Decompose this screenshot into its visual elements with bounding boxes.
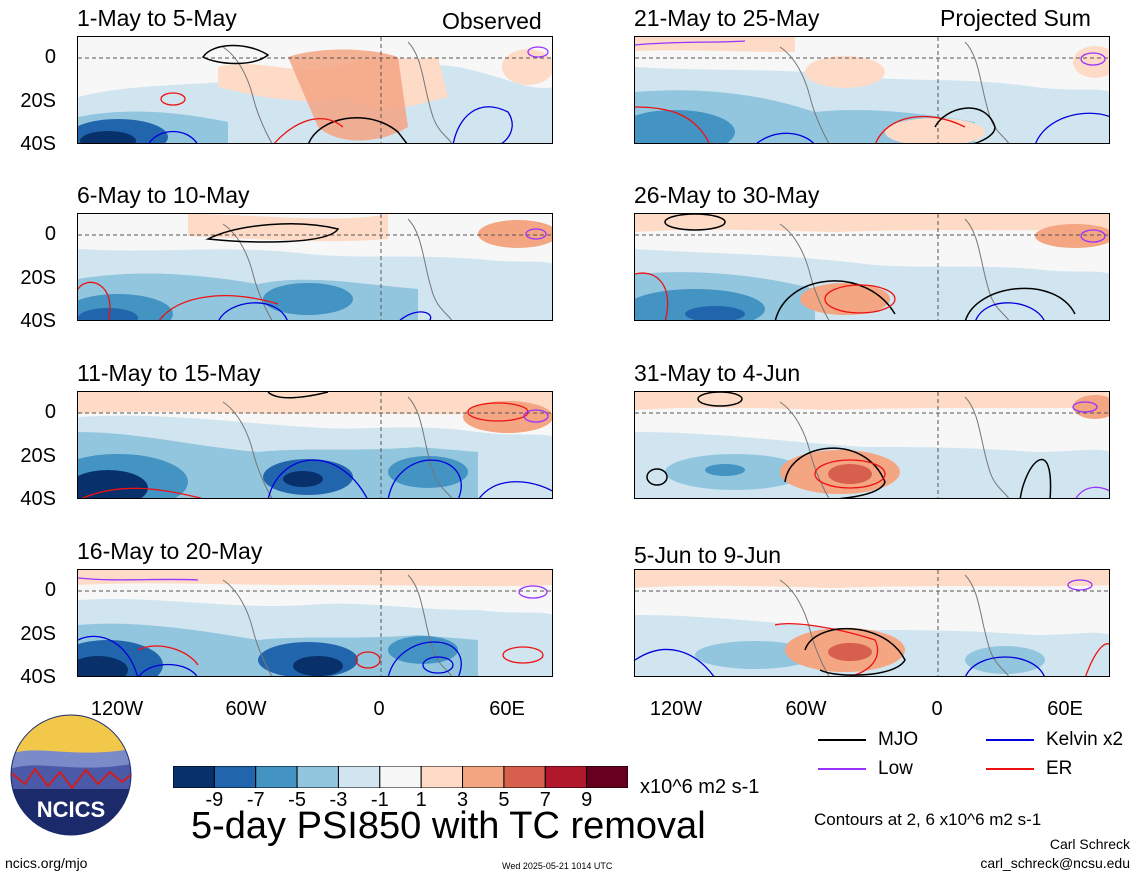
author-email[interactable]: carl_schreck@ncsu.edu	[980, 855, 1130, 871]
colorbar-swatch	[255, 765, 298, 789]
map-panel-left-3	[77, 391, 553, 499]
panel-title-right-1: 21-May to 25-May	[634, 5, 820, 31]
legend-label-mjo: MJO	[878, 729, 919, 750]
colorbar-tick-label: -5	[288, 789, 306, 811]
logo-text: NCICS	[37, 797, 105, 822]
lat-label-0: 0	[44, 46, 56, 68]
legend-label-er: ER	[1046, 758, 1073, 779]
panel-title-left-3: 11-May to 15-May	[77, 360, 261, 386]
colorbar-swatch	[296, 765, 339, 789]
colorbar-tick-label: 7	[539, 789, 551, 811]
lon-label-120w: 120W	[90, 698, 144, 720]
projected-label: Projected Sum	[940, 5, 1091, 31]
legend-line-mjo	[818, 739, 866, 741]
legend-line-kelvin	[986, 739, 1034, 741]
map-panel-left-4	[77, 569, 553, 677]
colorbar-swatch	[379, 765, 422, 789]
legend-label-kelvin: Kelvin x2	[1046, 729, 1124, 750]
author: Carl Schreck	[1049, 836, 1130, 852]
lon-label-60e: 60E	[1047, 698, 1083, 720]
colorbar-swatch	[586, 765, 629, 789]
colorbar-swatch	[462, 765, 505, 789]
panel-title-left-2: 6-May to 10-May	[77, 182, 250, 208]
colorbar-swatch	[503, 765, 546, 789]
lon-label-60e: 60E	[489, 698, 525, 720]
colorbar-swatch	[337, 765, 381, 789]
lat-label-20s: 20S	[20, 267, 56, 289]
colorbar-swatch	[213, 765, 257, 789]
map-panel-right-3	[634, 391, 1110, 499]
colorbar-swatch	[420, 765, 464, 789]
colorbar-ticks: -9 -7 -5 -3 -1 1 3 5 7 9	[173, 788, 628, 812]
colorbar-units: x10^6 m2 s-1	[640, 776, 760, 798]
observed-label: Observed	[442, 8, 542, 34]
lon-label-120w: 120W	[649, 698, 703, 720]
map-panel-right-4	[634, 569, 1110, 677]
ncics-logo: NCICS	[10, 714, 132, 836]
colorbar-swatch	[172, 765, 215, 789]
colorbar-tick-label: -9	[205, 789, 224, 811]
map-panel-left-1	[77, 36, 553, 144]
map-panel-left-2	[77, 213, 553, 321]
lat-label-20s: 20S	[20, 90, 56, 112]
lon-label-60w: 60W	[785, 698, 827, 720]
lon-label-0: 0	[373, 698, 385, 720]
main-title: 5-day PSI850 with TC removal	[191, 805, 706, 847]
legend-label-low: Low	[878, 758, 913, 779]
colorbar-tick-label: -3	[329, 789, 348, 811]
map-panel-right-2	[634, 213, 1110, 321]
lon-label-0: 0	[931, 698, 943, 720]
timestamp: Wed 2025-05-21 1014 UTC	[502, 861, 613, 871]
colorbar-tick-label: -1	[370, 789, 389, 811]
legend-line-er	[986, 768, 1034, 770]
colorbar-tick-label: 9	[581, 789, 593, 811]
lat-label-20s: 20S	[20, 623, 56, 645]
lat-label-40s: 40S	[20, 133, 56, 155]
colorbar-tick-label: 3	[456, 789, 469, 811]
panel-title-left-4: 16-May to 20-May	[77, 538, 263, 564]
panel-title-right-3: 31-May to 4-Jun	[634, 360, 801, 386]
lat-label-0: 0	[44, 579, 56, 601]
lat-label-40s: 40S	[20, 666, 56, 688]
lat-label-40s: 40S	[20, 310, 56, 332]
panel-title-left-1: 1-May to 5-May	[77, 5, 237, 31]
lat-label-0: 0	[44, 223, 56, 245]
lat-label-40s: 40S	[20, 488, 56, 510]
colorbar-tick-label: -7	[246, 789, 265, 811]
panel-title-right-4: 5-Jun to 9-Jun	[634, 542, 782, 568]
colorbar-swatch	[544, 765, 588, 789]
legend-line-low	[818, 768, 866, 770]
colorbar-tick-label: 5	[498, 789, 510, 811]
colorbar-tick-label: 1	[415, 789, 427, 811]
colorbar	[172, 765, 629, 789]
lat-label-20s: 20S	[20, 445, 56, 467]
map-panel-right-1	[634, 36, 1110, 144]
contour-note: Contours at 2, 6 x10^6 m2 s-1	[814, 810, 1042, 829]
lon-label-60w: 60W	[225, 698, 267, 720]
panel-title-right-2: 26-May to 30-May	[634, 182, 820, 208]
website-link[interactable]: ncics.org/mjo	[5, 855, 88, 871]
lat-label-0: 0	[44, 401, 56, 423]
